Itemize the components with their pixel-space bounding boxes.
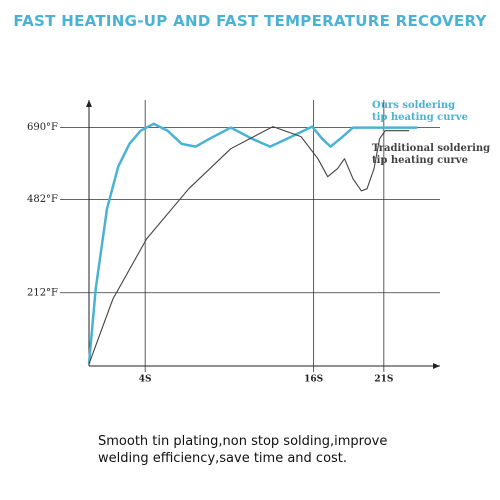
chart-title: FAST HEATING-UP AND FAST TEMPERATURE REC… [13,12,487,30]
y-tick-label: 482°F [27,194,58,205]
series-line [87,122,418,365]
caption: Smooth tin plating,non stop solding,impr… [98,434,388,466]
x-tick-label: 16S [304,375,323,385]
x-axis-arrow [433,363,440,369]
series-line [88,126,410,365]
y-tick-label: 212°F [27,287,58,298]
legend-entry: Traditional soldering tip heating curve [372,143,491,166]
y-tick-label: 690°F [27,122,58,133]
x-tick-label: 4S [139,375,152,385]
x-tick-label: 21S [374,375,393,385]
y-axis-arrow [86,100,92,107]
legend-entry: Ours soldering tip heating curve [372,100,468,123]
